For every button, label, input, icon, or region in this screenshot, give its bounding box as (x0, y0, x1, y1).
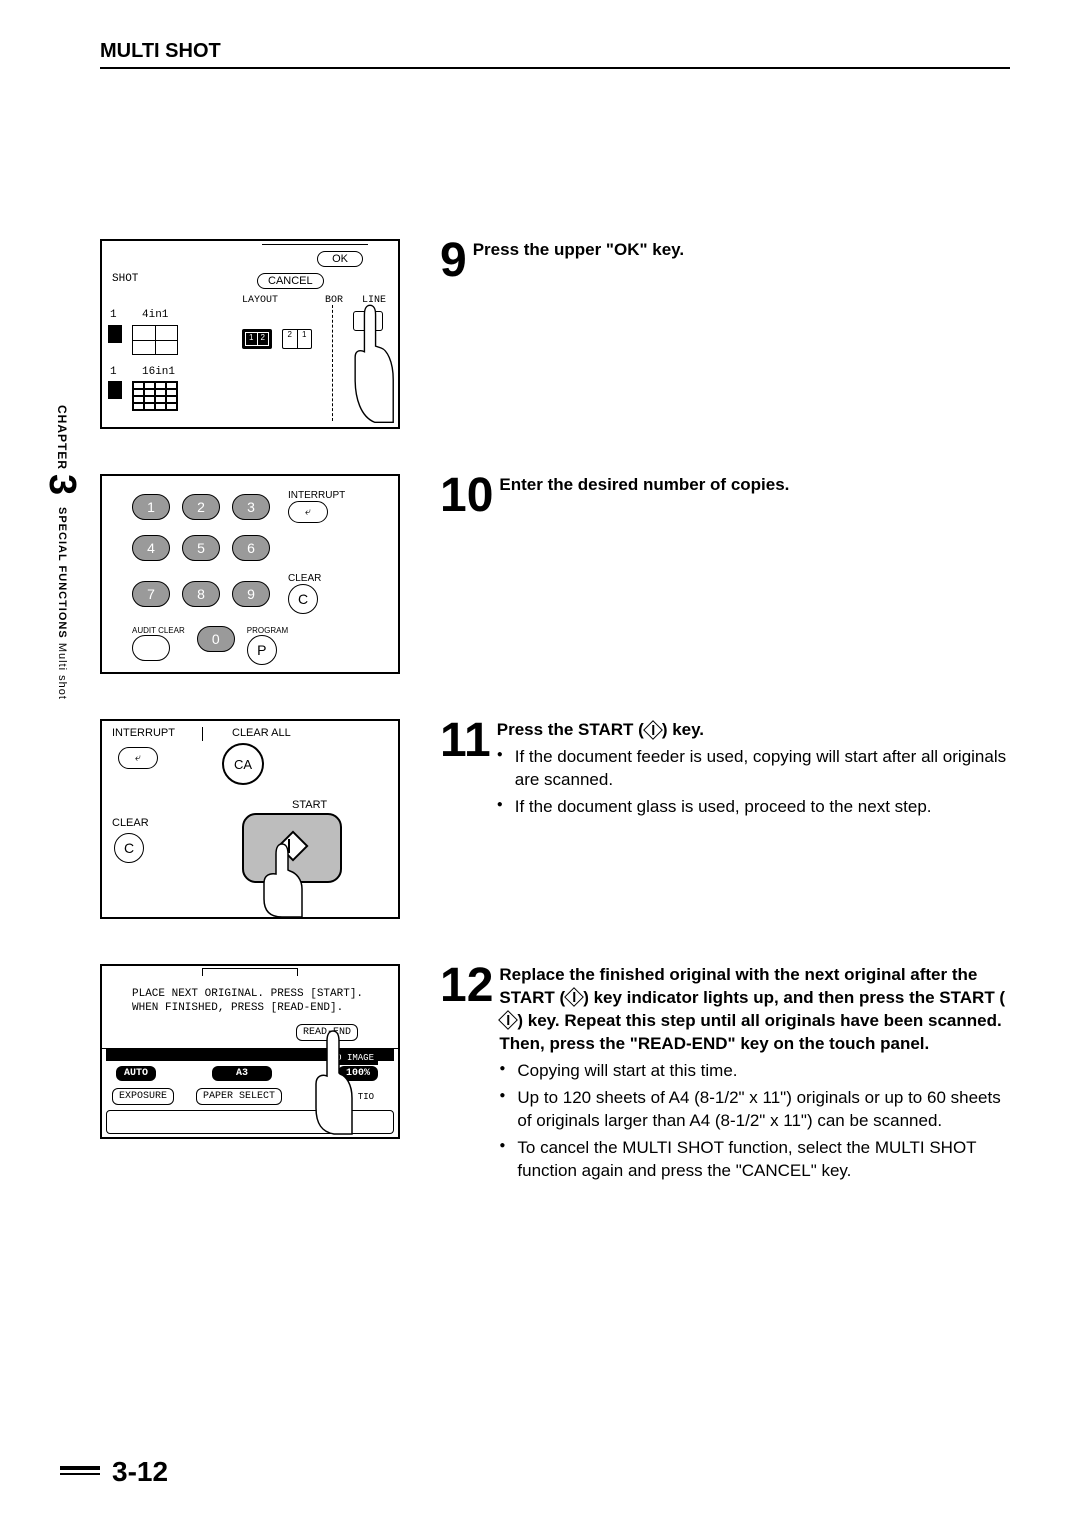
finger-icon-12 (308, 1026, 358, 1136)
key-4[interactable]: 4 (132, 535, 170, 561)
lcd-panel-9: OK SHOT CANCEL LAYOUT BOR LINE 1 4in1 1 … (100, 239, 400, 429)
ok-line (262, 244, 368, 245)
step-11-bullet-2: If the document glass is used, proceed t… (497, 796, 1010, 819)
interrupt-label: INTERRUPT (288, 490, 345, 501)
key-8[interactable]: 8 (182, 581, 220, 607)
step-10-heading: Enter the desired number of copies. (499, 474, 1010, 497)
footer-bars-icon (60, 1466, 100, 1478)
step-12-bullet-3: To cancel the MULTI SHOT function, selec… (499, 1137, 1010, 1183)
dashed-divider (332, 305, 333, 421)
key-3[interactable]: 3 (232, 494, 270, 520)
section-label: SPECIAL FUNCTIONS (56, 507, 68, 639)
4in1-label: 4in1 (142, 309, 168, 321)
diamond-icon-inline (643, 720, 663, 740)
tio-label: TIO (358, 1092, 374, 1102)
layout-label: LAYOUT (242, 295, 278, 306)
key-0[interactable]: 0 (197, 626, 235, 652)
step-11: INTERRUPT CLEAR ALL ⤶ CA START CLEAR C 1… (100, 719, 1010, 919)
audit-label: AUDIT CLEAR (132, 626, 185, 635)
chapter-label: CHAPTER (55, 405, 69, 470)
lcd-panel-12: PLACE NEXT ORIGINAL. PRESS [START]. WHEN… (100, 964, 400, 1139)
key-5[interactable]: 5 (182, 535, 220, 561)
key-2[interactable]: 2 (182, 494, 220, 520)
finger-icon-11 (252, 839, 312, 919)
paper-select-button[interactable]: PAPER SELECT (196, 1088, 282, 1105)
ca-key[interactable]: CA (222, 743, 264, 785)
cancel-button[interactable]: CANCEL (257, 273, 324, 289)
left-block-b (108, 381, 122, 399)
page-header: MULTI SHOT (100, 40, 1010, 69)
key-7[interactable]: 7 (132, 581, 170, 607)
step-12-number: 12 (440, 964, 493, 1007)
program-key[interactable]: P (247, 635, 277, 665)
step-12-illustration: PLACE NEXT ORIGINAL. PRESS [START]. WHEN… (100, 964, 410, 1139)
step-10-body: Enter the desired number of copies. (499, 474, 1010, 497)
step-9: OK SHOT CANCEL LAYOUT BOR LINE 1 4in1 1 … (100, 239, 1010, 429)
left-block-a (108, 325, 122, 343)
step-11-number: 11 (440, 719, 491, 762)
lcd-msg-1: PLACE NEXT ORIGINAL. PRESS [START]. (132, 988, 363, 1000)
ok-button[interactable]: OK (317, 251, 363, 267)
step-11-heading: Press the START () key. (497, 719, 1010, 742)
audit-key[interactable] (132, 635, 170, 661)
program-label: PROGRAM (247, 626, 288, 635)
16in1-label: 16in1 (142, 366, 175, 378)
step-9-heading: Press the upper "OK" key. (473, 239, 1010, 262)
diamond-icon-inline-3 (498, 1010, 518, 1030)
start-panel: INTERRUPT CLEAR ALL ⤶ CA START CLEAR C (100, 719, 400, 919)
lcd-msg-2: WHEN FINISHED, PRESS [READ-END]. (132, 1002, 343, 1014)
16in1-icon[interactable] (132, 381, 178, 411)
step-12-heading-c: ) key. Repeat this step until all origin… (499, 1011, 1001, 1053)
divider-line (202, 727, 203, 741)
content: OK SHOT CANCEL LAYOUT BOR LINE 1 4in1 1 … (100, 239, 1010, 1186)
step-12-bullet-1: Copying will start at this time. (499, 1060, 1010, 1083)
side-tab: CHAPTER 3 SPECIAL FUNCTIONS Multi shot (40, 405, 83, 700)
interrupt-key[interactable]: ⤶ (288, 501, 328, 523)
layout-option-b[interactable]: 2 1 (282, 329, 312, 349)
n1b: 1 (110, 366, 117, 378)
step-11-body: Press the START () key. If the document … (497, 719, 1010, 823)
header-title: MULTI SHOT (100, 40, 221, 62)
step-9-illustration: OK SHOT CANCEL LAYOUT BOR LINE 1 4in1 1 … (100, 239, 410, 429)
interrupt-key-11[interactable]: ⤶ (118, 747, 158, 769)
clearall-label: CLEAR ALL (232, 727, 291, 739)
chapter-number: 3 (40, 474, 83, 496)
step-12-bullet-2: Up to 120 sheets of A4 (8-1/2" x 11") or… (499, 1087, 1010, 1133)
exposure-button[interactable]: EXPOSURE (112, 1088, 174, 1105)
key-6[interactable]: 6 (232, 535, 270, 561)
step-12-body: Replace the finished original with the n… (499, 964, 1010, 1186)
step-12-heading: Replace the finished original with the n… (499, 964, 1010, 1056)
layout-option-a[interactable]: 1 2 (242, 329, 272, 349)
page-number: 3-12 (112, 1456, 168, 1488)
step-12-heading-b: ) key indicator lights up, and then pres… (583, 988, 1005, 1007)
n1a: 1 (110, 309, 117, 321)
step-10: 1 2 3 INTERRUPT ⤶ 4 5 6 7 8 9 (100, 474, 1010, 674)
interrupt-label-11: INTERRUPT (112, 727, 175, 739)
auto-button[interactable]: AUTO (116, 1066, 156, 1081)
keypad-panel: 1 2 3 INTERRUPT ⤶ 4 5 6 7 8 9 (100, 474, 400, 674)
diamond-icon-inline-2 (564, 988, 584, 1008)
shot-label: SHOT (112, 273, 138, 285)
page-footer: 3-12 (60, 1456, 168, 1488)
c-key-11[interactable]: C (114, 833, 144, 863)
step-10-number: 10 (440, 474, 493, 517)
clear-label-11: CLEAR (112, 817, 149, 829)
clear-key[interactable]: C (288, 584, 318, 614)
step-12: PLACE NEXT ORIGINAL. PRESS [START]. WHEN… (100, 964, 1010, 1186)
step-10-illustration: 1 2 3 INTERRUPT ⤶ 4 5 6 7 8 9 (100, 474, 410, 674)
key-9[interactable]: 9 (232, 581, 270, 607)
step-11-illustration: INTERRUPT CLEAR ALL ⤶ CA START CLEAR C (100, 719, 410, 919)
step-9-body: Press the upper "OK" key. (473, 239, 1010, 262)
subsection-label: Multi shot (56, 643, 68, 700)
step-9-number: 9 (440, 239, 467, 282)
start-label: START (292, 799, 327, 811)
key-1[interactable]: 1 (132, 494, 170, 520)
a3-button[interactable]: A3 (212, 1066, 272, 1081)
top-bracket (202, 968, 298, 976)
finger-icon (340, 296, 400, 426)
step-11-bullet-1: If the document feeder is used, copying … (497, 746, 1010, 792)
clear-label: CLEAR (288, 573, 321, 584)
4in1-icon[interactable] (132, 325, 178, 355)
